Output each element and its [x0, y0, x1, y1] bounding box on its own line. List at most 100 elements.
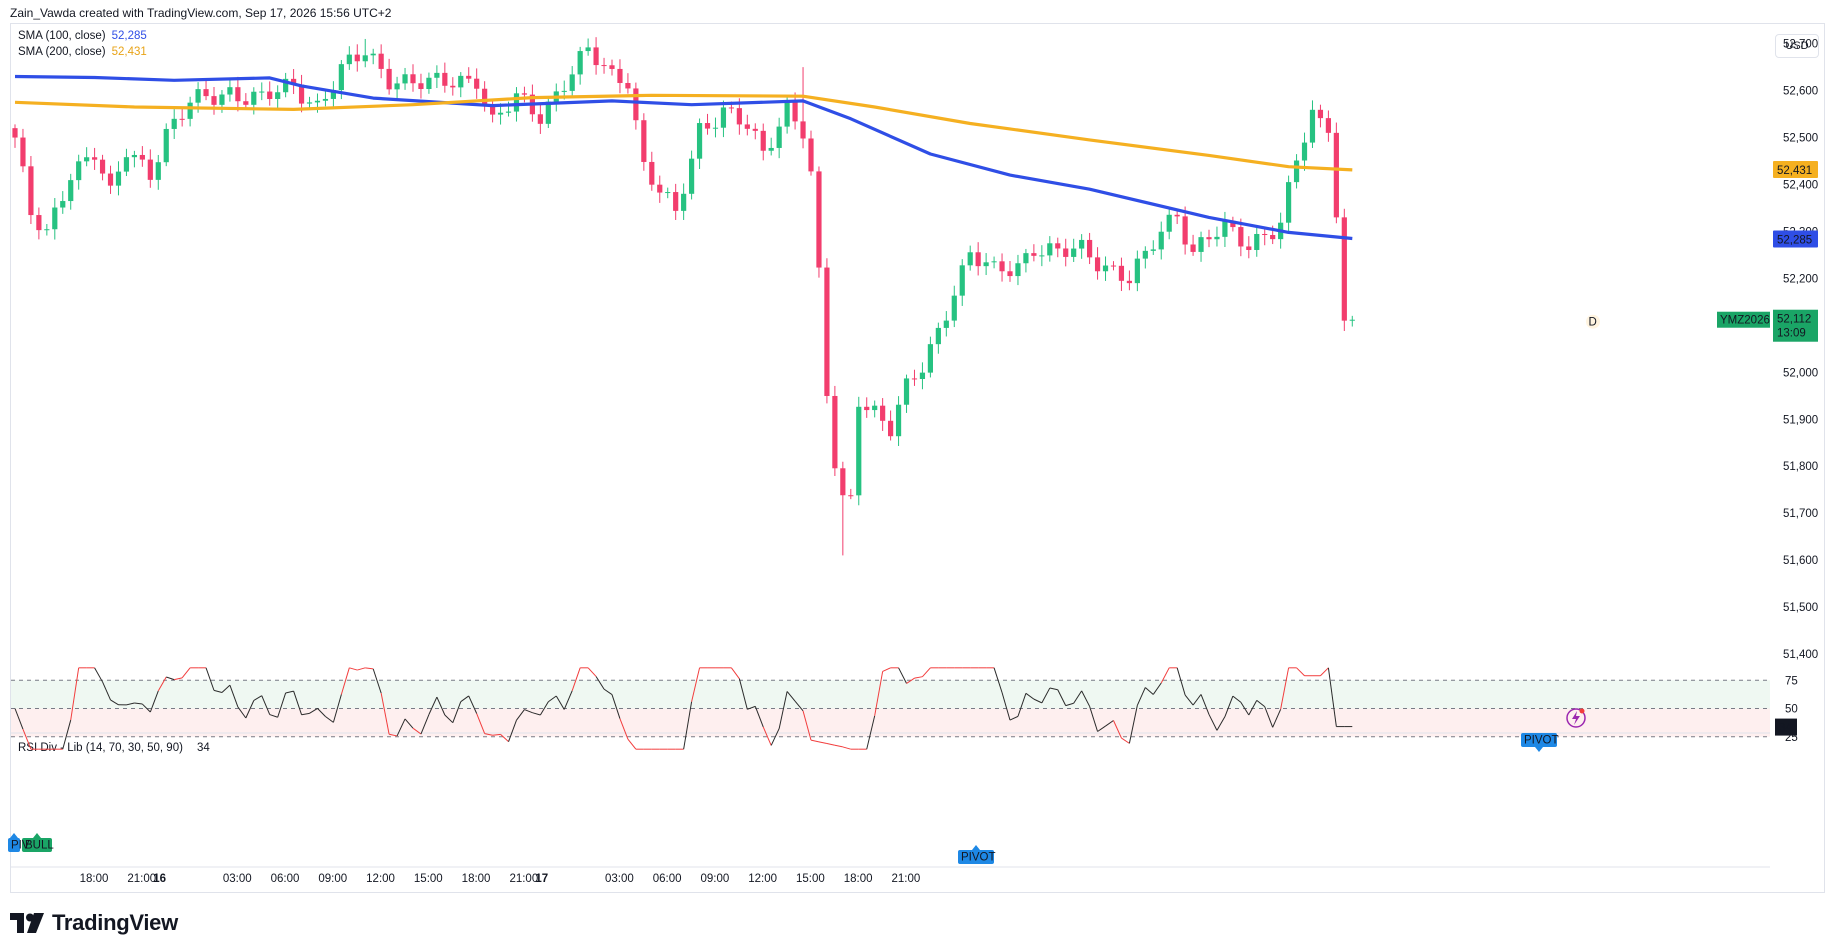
- candle-body: [1301, 142, 1308, 161]
- rsi-line-segment: [332, 694, 342, 723]
- time-tick-label: 12:00: [366, 873, 395, 885]
- rsi-line-segment: [221, 684, 231, 693]
- rsi-line-segment: [269, 714, 278, 718]
- sma200-label: SMA (200, close): [18, 46, 106, 58]
- rsi-line-segment: [149, 690, 159, 713]
- rsi-line-segment: [420, 714, 430, 735]
- candle-body: [147, 159, 153, 180]
- candle-body: [283, 78, 289, 93]
- candle-body: [267, 91, 273, 100]
- session-marker-text: D: [1589, 317, 1597, 329]
- rsi-line-segment: [357, 667, 366, 671]
- rsi-line-segment: [1152, 682, 1162, 695]
- price-tick-label: 52,000: [1783, 367, 1818, 379]
- rsi-line-segment: [317, 708, 326, 717]
- time-tick-label: 18:00: [844, 873, 873, 885]
- candle-body: [1039, 255, 1045, 257]
- rsi-line-segment: [309, 707, 318, 714]
- candle-body: [20, 137, 26, 167]
- rsi-line-segment: [595, 676, 605, 690]
- currency-button[interactable]: USD: [1775, 34, 1819, 58]
- rsi-line-segment: [349, 667, 358, 671]
- candle-body: [1055, 243, 1061, 249]
- rsi-bull-tag-bg: [22, 838, 52, 852]
- candle-body: [943, 320, 949, 328]
- rsi-line-segment: [1001, 692, 1011, 721]
- rsi-line-segment: [1192, 694, 1202, 706]
- time-tick-label: 06:00: [271, 873, 300, 885]
- time-tick-label: 03:00: [605, 873, 634, 885]
- candle-body: [426, 77, 432, 90]
- candle-body: [44, 229, 50, 231]
- candle-body: [123, 157, 130, 172]
- rsi-line-segment: [1160, 667, 1170, 684]
- candle-body: [370, 53, 376, 56]
- sma100-badge-text: 52,285: [1777, 234, 1812, 246]
- rsi-line-segment: [524, 709, 533, 714]
- candle-body: [625, 82, 631, 89]
- rsi-line-segment: [1121, 737, 1130, 744]
- candle-body: [1238, 227, 1244, 247]
- candle-body: [219, 94, 225, 105]
- rsi-line-segment: [1105, 720, 1114, 727]
- rsi-line-segment: [340, 667, 350, 695]
- sma200-value: 52,431: [111, 46, 147, 58]
- candle-body: [251, 91, 257, 105]
- candle-body: [139, 154, 145, 160]
- rsi-line-segment: [691, 667, 701, 702]
- rsi-line-segment: [70, 667, 80, 721]
- rsi-line-segment: [157, 676, 167, 692]
- candle-body: [903, 378, 910, 405]
- rsi-oversold-zone: [11, 708, 1770, 737]
- candle-body: [840, 468, 846, 496]
- rsi-line-segment: [532, 712, 541, 716]
- candle-body: [1102, 265, 1109, 272]
- rsi-line-segment: [539, 701, 549, 716]
- tradingview-logo[interactable]: TradingView: [10, 910, 178, 936]
- rsi-bull-tag-pointer: [33, 833, 41, 838]
- price-tick-label: 51,600: [1783, 555, 1818, 567]
- candle-body: [1198, 237, 1204, 252]
- candle-body: [36, 215, 42, 231]
- sma200-legend[interactable]: SMA (200, close) 52,431: [18, 46, 147, 58]
- rsi-line-segment: [898, 667, 907, 684]
- rsi-overbought-zone: [11, 680, 1770, 709]
- sma100-legend[interactable]: SMA (100, close) 52,285: [18, 30, 147, 42]
- time-tick-label: 06:00: [653, 873, 682, 885]
- candle-body: [704, 123, 711, 129]
- candle-body: [490, 104, 496, 115]
- candle-body: [593, 47, 599, 66]
- candle-body: [1158, 231, 1164, 250]
- rsi-line-segment: [1320, 667, 1329, 677]
- candle-body: [235, 87, 241, 102]
- rsi-line-segment: [142, 703, 151, 713]
- rsi-line-segment: [778, 691, 788, 729]
- rsi-line-segment: [1144, 687, 1154, 695]
- candle-body: [1007, 271, 1013, 277]
- rsi-pivot-tag-top-bg: [1521, 733, 1557, 747]
- rsi-line-segment: [818, 741, 828, 745]
- rsi-line-segment: [563, 690, 573, 710]
- candle-body: [1063, 248, 1069, 257]
- candle-body: [991, 261, 997, 263]
- candle-body: [394, 83, 400, 90]
- candle-body: [76, 161, 82, 181]
- candle-body: [569, 74, 575, 91]
- rsi-line-segment: [603, 688, 613, 695]
- rsi-line-segment: [301, 712, 310, 716]
- rsi-line-segment: [730, 667, 740, 679]
- time-tick-label: 16: [153, 873, 166, 885]
- candle-body: [744, 124, 750, 129]
- candle-body: [1333, 132, 1339, 218]
- candle-body: [1309, 109, 1316, 143]
- candle-body: [1246, 246, 1252, 250]
- rsi-line-segment: [396, 718, 406, 737]
- time-tick-label: 21:00: [127, 873, 156, 885]
- tradingview-logo-text: TradingView: [52, 910, 178, 935]
- rsi-line-segment: [1216, 716, 1226, 731]
- candle-body: [291, 78, 297, 85]
- rsi-line-segment: [770, 728, 780, 746]
- candle-body: [561, 90, 567, 92]
- candle-body: [1293, 160, 1300, 183]
